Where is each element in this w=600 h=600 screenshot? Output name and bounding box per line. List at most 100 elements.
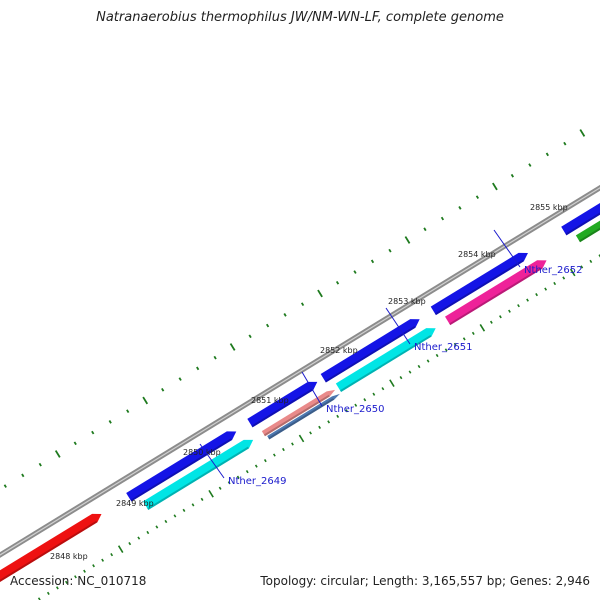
ruler-tick-label: 2852 kbp [320, 346, 358, 355]
ruler-tick [191, 503, 195, 507]
gene-arrow [320, 319, 420, 383]
ruler-tick [544, 287, 548, 291]
genome-backbone [0, 184, 600, 558]
ruler-tick [291, 442, 294, 446]
outer-tick [545, 152, 549, 157]
gene-arrow-shade [434, 259, 524, 316]
ruler-tick-labels: 2848 kbp 2849 kbp 2850 kbp 2851 kbp 2852 kbp… [50, 203, 568, 561]
outer-tick [335, 280, 340, 285]
outer-tick [91, 430, 95, 435]
ruler-tick [46, 591, 50, 596]
ruler-tick [92, 564, 95, 568]
outer-tick [3, 484, 7, 488]
ruler-tick [182, 508, 186, 513]
ruler-tick [298, 434, 305, 443]
outer-tick [265, 323, 270, 328]
ruler-tick [508, 309, 511, 313]
gene-arrow-shade [340, 334, 432, 392]
ruler-tick [65, 580, 68, 584]
ruler-tick [74, 575, 77, 579]
ruler-tick [489, 320, 493, 324]
gene-label-connector [493, 229, 521, 268]
ruler-tick [110, 553, 114, 557]
ruler-tick [117, 545, 124, 553]
gene-label: Nther_2649 [228, 476, 286, 487]
ruler-tick [363, 398, 367, 402]
ruler-tick [245, 470, 249, 474]
gene-arrow [561, 203, 600, 236]
ruler-tick [444, 348, 448, 352]
map-title: Natranaerobius thermophilus JW/NM-WN-LF,… [96, 10, 504, 25]
outer-tick [229, 343, 236, 351]
ruler-tick [426, 359, 430, 363]
ruler-tick [462, 337, 466, 341]
outer-tick-dots [3, 129, 586, 488]
gene-arrow-shade [147, 446, 249, 510]
gene-label-connector [301, 371, 323, 407]
outer-tick [54, 450, 61, 458]
ruler-tick [471, 331, 475, 335]
outer-tick [300, 302, 305, 307]
outer-tick [404, 236, 411, 244]
outer-tick [423, 227, 427, 232]
ruler-tick [435, 353, 439, 358]
gene-label: Nther_2650 [326, 404, 384, 415]
ruler-tick [399, 375, 403, 380]
gene-arrow-shade [251, 388, 314, 428]
ruler-tick-label: 2849 kbp [116, 499, 154, 508]
ruler-tick [381, 387, 385, 391]
ruler-tick [272, 453, 276, 457]
outer-tick [248, 334, 252, 339]
outer-tick [492, 182, 498, 191]
gene-arrow-shade [324, 326, 416, 383]
outer-tick [440, 216, 445, 221]
ruler-tick [137, 536, 141, 540]
outer-tick [388, 248, 392, 253]
ruler-tick-label: 2848 kbp [50, 552, 88, 561]
ruler-tick [408, 370, 412, 374]
gene-arrow-shade [263, 394, 330, 437]
gene-arrow [335, 328, 436, 392]
ruler-tick [218, 486, 222, 490]
gene-arrow-shade [578, 227, 600, 243]
ruler-tick-label: 2853 kbp [388, 297, 426, 306]
outer-tick [142, 396, 149, 405]
ruler-tick [236, 475, 240, 479]
backbone-highlight [0, 187, 600, 556]
outer-tick [510, 173, 514, 178]
ruler-tick [254, 464, 258, 468]
gene-labels: Nther_2649 Nther_2650 Nther_2651 Nther_2652 [199, 229, 582, 487]
ruler-tick [155, 525, 159, 529]
ruler-tick-label: 2850 kbp [183, 448, 221, 457]
outer-tick [458, 206, 462, 210]
ruler-ticks [37, 254, 600, 600]
ruler-tick-label: 2851 kbp [251, 396, 289, 405]
backbone-line [0, 184, 600, 558]
gene-arrow [143, 439, 254, 510]
ruler-tick [318, 425, 322, 430]
outer-tick [161, 387, 165, 392]
gene-label: Nther_2651 [414, 342, 472, 353]
ruler-tick [499, 315, 502, 319]
gene-features [0, 203, 600, 582]
outer-tick [283, 313, 287, 317]
ruler-tick [372, 392, 376, 396]
gene-label: Nther_2652 [524, 265, 582, 276]
gene-label-connector [385, 307, 411, 345]
ruler-tick [589, 259, 593, 264]
outer-tick [108, 420, 112, 424]
ruler-tick [200, 497, 204, 501]
ruler-tick [208, 489, 214, 498]
outer-tick [196, 366, 200, 371]
accession-text: Accession: NC_010718 [10, 574, 147, 588]
outer-tick [370, 259, 375, 264]
gene-arrow [430, 252, 528, 316]
outer-tick [73, 441, 77, 446]
outer-tick [317, 289, 323, 298]
ruler-tick [336, 414, 340, 418]
ruler-tick [354, 403, 358, 407]
ruler-tick [562, 276, 566, 280]
ruler-tick [517, 304, 520, 308]
gene-arrow [0, 513, 102, 582]
